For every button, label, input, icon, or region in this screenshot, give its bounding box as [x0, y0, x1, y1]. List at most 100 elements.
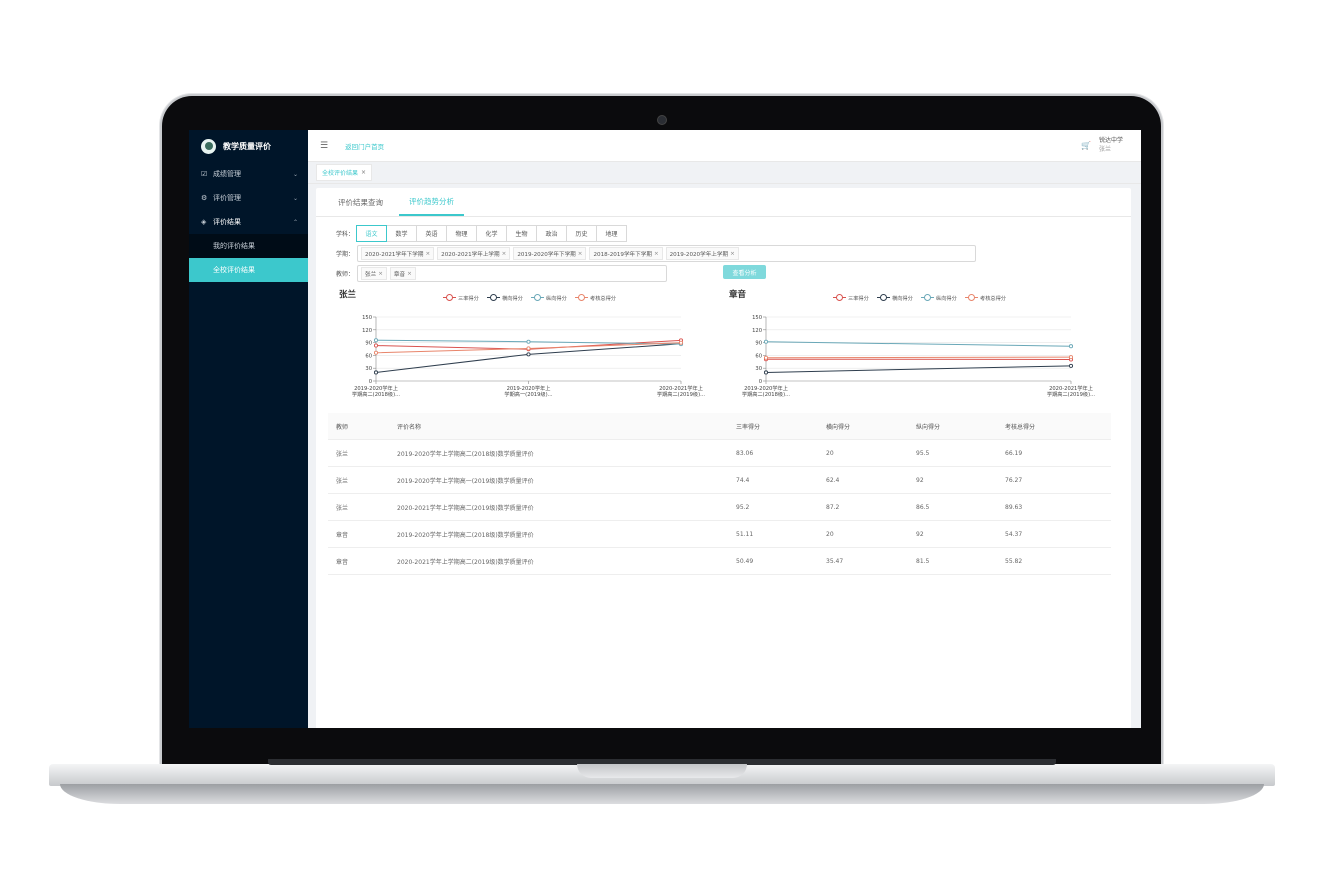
sidebar-item-score-management[interactable]: ☑ 成绩管理 ⌄	[189, 162, 308, 186]
close-icon[interactable]: ×	[577, 250, 583, 257]
legend-label: 考核总得分	[590, 294, 616, 302]
close-icon[interactable]: ×	[407, 270, 412, 277]
tag-bar: 全校评价结果 ×	[308, 162, 1141, 184]
y-tick-label: 0	[759, 379, 762, 385]
subject-button[interactable]: 数学	[386, 225, 417, 242]
sidebar-subitem-my-results[interactable]: 我的评价结果	[189, 234, 308, 258]
chevron-down-icon: ⌄	[292, 170, 298, 178]
legend-marker	[880, 294, 887, 301]
table-cell: 2020-2021学年上学期高二(2019级)数学质量评价	[397, 504, 534, 512]
table-cell: 76.27	[1005, 476, 1023, 484]
subject-button[interactable]: 生物	[506, 225, 537, 242]
close-icon[interactable]: ×	[653, 250, 659, 257]
sidebar-subitem-school-results[interactable]: 全校评价结果	[189, 258, 308, 282]
table-cell: 2019-2020学年上学期高一(2019级)数学质量评价	[397, 477, 534, 485]
tab-trend-analysis[interactable]: 评价趋势分析	[399, 188, 464, 216]
teacher-filter: 教师： 张兰 × 章音 ×	[336, 265, 667, 282]
table-cell: 51.11	[736, 530, 754, 538]
chart-svg: 三率得分 横向得分 纵向得分 考核总得分 0 30 60 90 120 150 2019-2020学…	[742, 294, 1095, 398]
table-cell: 54.37	[1005, 530, 1023, 538]
table-cell: 55.82	[1005, 557, 1023, 565]
tabs: 评价结果查询 评价趋势分析	[316, 188, 1131, 217]
subject-button[interactable]: 历史	[566, 225, 597, 242]
table-cell: 89.63	[1005, 503, 1023, 511]
chip-label: 2020-2021学年上学期	[441, 251, 500, 258]
close-icon[interactable]: ×	[730, 250, 735, 257]
x-tick-label: 学期高二(2019级)...	[657, 390, 705, 398]
subject-label: 学科：	[336, 231, 355, 238]
data-point	[1068, 363, 1074, 368]
table-row[interactable]: 张兰 2019-2020学年上学期高一(2019级)数学质量评价 74.4 62.4 9…	[328, 467, 1111, 494]
table-cell: 2019-2020学年上学期高二(2018级)数学质量评价	[397, 531, 534, 539]
results-table: 教师 评价名称 三率得分 横向得分 纵向得分 考核总得分 张兰 2019-2020学年上学期…	[328, 413, 1111, 575]
legend-item: 三率得分	[833, 294, 869, 302]
table-cell: 2019-2020学年上学期高二(2018级)数学质量评价	[397, 450, 534, 458]
y-tick-label: 0	[369, 379, 372, 385]
y-tick-label: 30	[755, 366, 762, 372]
selected-chip: 2020-2021学年下学期 ×	[361, 247, 435, 260]
x-tick-label: 2020-2021学年上	[1049, 384, 1093, 392]
chip-label: 2020-2021学年下学期	[365, 251, 424, 258]
subject-button[interactable]: 政治	[536, 225, 567, 242]
legend-item: 横向得分	[877, 294, 913, 302]
subject-button[interactable]: 化学	[476, 225, 507, 242]
page-tag-school-results[interactable]: 全校评价结果 ×	[316, 164, 373, 181]
close-icon[interactable]: ×	[501, 250, 507, 257]
chevron-down-icon: ⌄	[292, 194, 298, 202]
close-icon[interactable]: ×	[378, 270, 383, 277]
tab-result-query[interactable]: 评价结果查询	[338, 197, 383, 207]
data-point	[763, 370, 769, 375]
chip-label: 2018-2019学年下学期	[593, 251, 652, 258]
chart-title: 章音	[729, 290, 747, 300]
sidebar-item-evaluation-management[interactable]: ⚙ 评价管理 ⌄	[189, 186, 308, 210]
table-cell: 50.49	[736, 557, 754, 565]
legend-item: 考核总得分	[575, 294, 616, 302]
y-tick-label: 60	[755, 353, 762, 359]
table-cell: 83.06	[736, 449, 754, 457]
close-icon[interactable]: ×	[425, 250, 431, 257]
legend-item: 考核总得分	[965, 294, 1006, 302]
data-point	[763, 339, 769, 344]
data-point	[1068, 355, 1074, 360]
legend-marker	[490, 294, 497, 301]
sidebar-subitem-label: 我的评价结果	[213, 242, 255, 250]
table-row[interactable]: 章音 2020-2021学年上学期高二(2019级)数学质量评价 50.49 35.4…	[328, 548, 1111, 575]
y-tick-label: 30	[365, 366, 372, 372]
teacher-label: 教师：	[336, 271, 355, 278]
legend-item: 横向得分	[487, 294, 523, 302]
school-name: 锐达中学	[1098, 137, 1123, 144]
data-point	[526, 352, 531, 357]
legend-label: 横向得分	[502, 294, 523, 302]
chart-title: 张兰	[339, 290, 357, 300]
legend-marker	[578, 294, 585, 301]
menu-fold-icon[interactable]: ☰	[320, 140, 329, 151]
screen: 教学质量评价 ☑ 成绩管理 ⌄ ⚙ 评价管理 ⌄ ◈ 评价结果 ⌃ 我的评价结果…	[189, 130, 1141, 728]
table-cell: 95.2	[736, 503, 750, 511]
term-multi-select[interactable]: 2020-2021学年下学期 × 2020-2021学年上学期 × 2019-2020学…	[357, 245, 976, 262]
table-row[interactable]: 张兰 2020-2021学年上学期高二(2019级)数学质量评价 95.2 87.2 8…	[328, 494, 1111, 521]
teacher-multi-select[interactable]: 张兰 × 章音 ×	[357, 265, 667, 282]
user-box[interactable]: 🛒 锐达中学 张兰	[1081, 136, 1123, 154]
legend-marker	[836, 294, 843, 301]
table-row[interactable]: 张兰 2019-2020学年上学期高二(2018级)数学质量评价 83.06 20 95…	[328, 440, 1111, 467]
selected-chip: 2020-2021学年上学期 ×	[437, 247, 511, 260]
subject-button[interactable]: 英语	[416, 225, 447, 242]
legend-item: 三率得分	[443, 294, 479, 302]
sidebar-item-evaluation-results[interactable]: ◈ 评价结果 ⌃	[189, 210, 308, 234]
subject-button[interactable]: 语文	[356, 225, 387, 242]
subject-button[interactable]: 物理	[446, 225, 477, 242]
table-cell: 章音	[336, 558, 349, 566]
close-icon[interactable]: ×	[361, 169, 367, 176]
user-info: 锐达中学 张兰	[1099, 136, 1123, 154]
back-to-portal-link[interactable]: 返回门户首页	[345, 142, 385, 151]
subject-button[interactable]: 地理	[596, 225, 627, 242]
analyze-button[interactable]: 查看分析	[723, 265, 766, 279]
subject-filter: 学科： 语文 数学 英语 物理 化学 生物 政治 历史 地理	[336, 225, 627, 242]
table-cell: 20	[826, 449, 834, 457]
table-cell: 20	[826, 530, 834, 538]
laptop-base-bottom	[60, 784, 1264, 804]
table-row[interactable]: 章音 2019-2020学年上学期高二(2018级)数学质量评价 51.11 20 92…	[328, 521, 1111, 548]
term-filter: 学期： 2020-2021学年下学期 × 2020-2021学年上学期 × 2019-2…	[336, 245, 976, 262]
term-label: 学期：	[336, 251, 355, 258]
data-point	[373, 343, 379, 348]
